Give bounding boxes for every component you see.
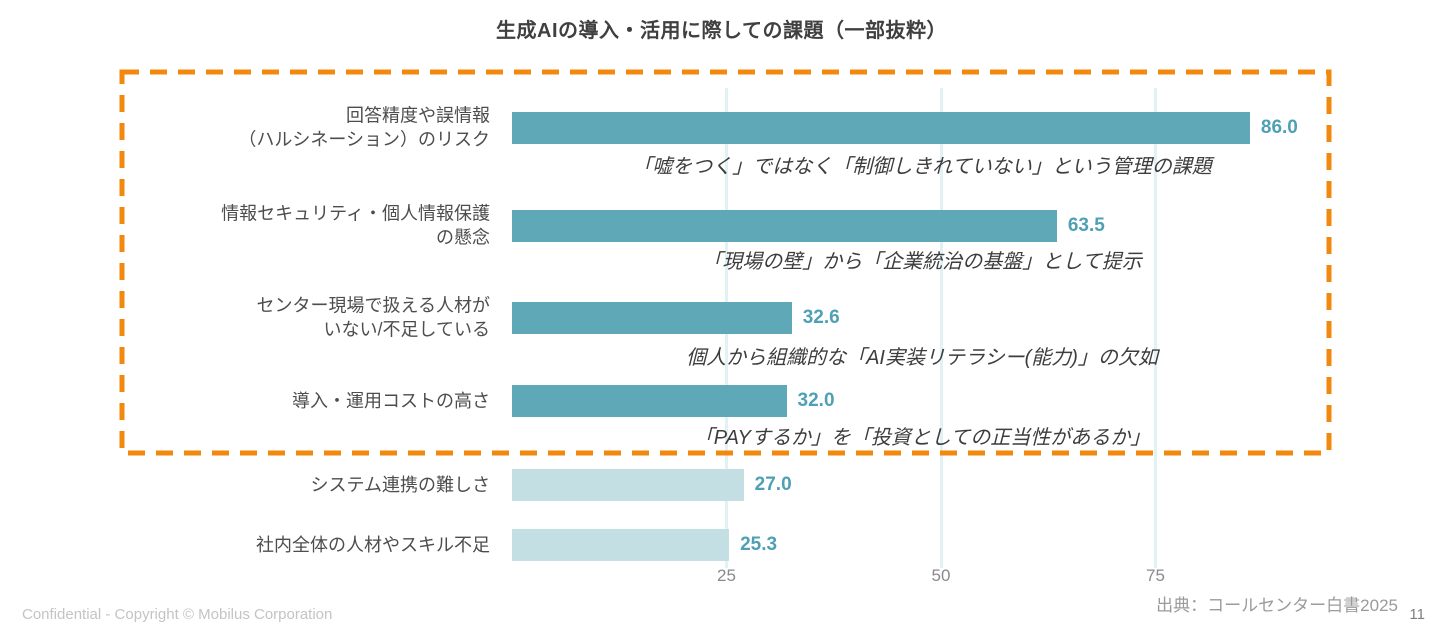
page-number: 11 — [1409, 606, 1425, 623]
x-axis-tick-label: 50 — [931, 566, 951, 585]
confidential-text: Confidential - Copyright © Mobilus Corpo… — [22, 606, 333, 623]
category-label: 社内全体の人材やスキル不足 — [256, 534, 490, 555]
value-label: 25.3 — [740, 534, 778, 555]
bar — [512, 210, 1057, 242]
value-label: 27.0 — [754, 474, 792, 495]
value-label: 32.6 — [802, 307, 840, 328]
x-axis-tick-label: 75 — [1146, 566, 1165, 585]
category-label: センター現場で扱える人材が いない/不足している — [256, 295, 490, 340]
bar-annotation: 「PAYするか」を「投資としての正当性があるか」 — [693, 427, 1151, 449]
category-label: システム連携の難しさ — [310, 474, 490, 495]
value-label: 63.5 — [1067, 215, 1105, 236]
value-label: 32.0 — [797, 390, 835, 411]
category-label: 導入・運用コストの高さ — [292, 390, 490, 411]
bar — [512, 385, 787, 417]
category-label: 情報セキュリティ・個人情報保護 の懸念 — [221, 203, 490, 248]
bar — [512, 112, 1250, 144]
bar — [512, 469, 744, 501]
bar-annotation: 「現場の壁」から「企業統治の基盤」として提示 — [702, 251, 1142, 273]
chart-title: 生成AIの導入・活用に際しての課題（一部抜粋） — [496, 20, 947, 42]
category-label: 回答精度や誤情報 （ハルシネーション）のリスク — [238, 105, 490, 150]
bar — [512, 302, 792, 334]
value-label: 86.0 — [1260, 117, 1298, 138]
bar-annotation: 個人から組織的な「AI実装リテラシー(能力)」の欠如 — [686, 347, 1158, 369]
source-text: 出典：コールセンター白書2025 — [1156, 596, 1398, 615]
x-axis-tick-label: 25 — [717, 566, 736, 585]
bar — [512, 529, 730, 561]
bar-annotation: 「嘘をつく」ではなく「制御しきれていない」という管理の課題 — [632, 156, 1212, 178]
